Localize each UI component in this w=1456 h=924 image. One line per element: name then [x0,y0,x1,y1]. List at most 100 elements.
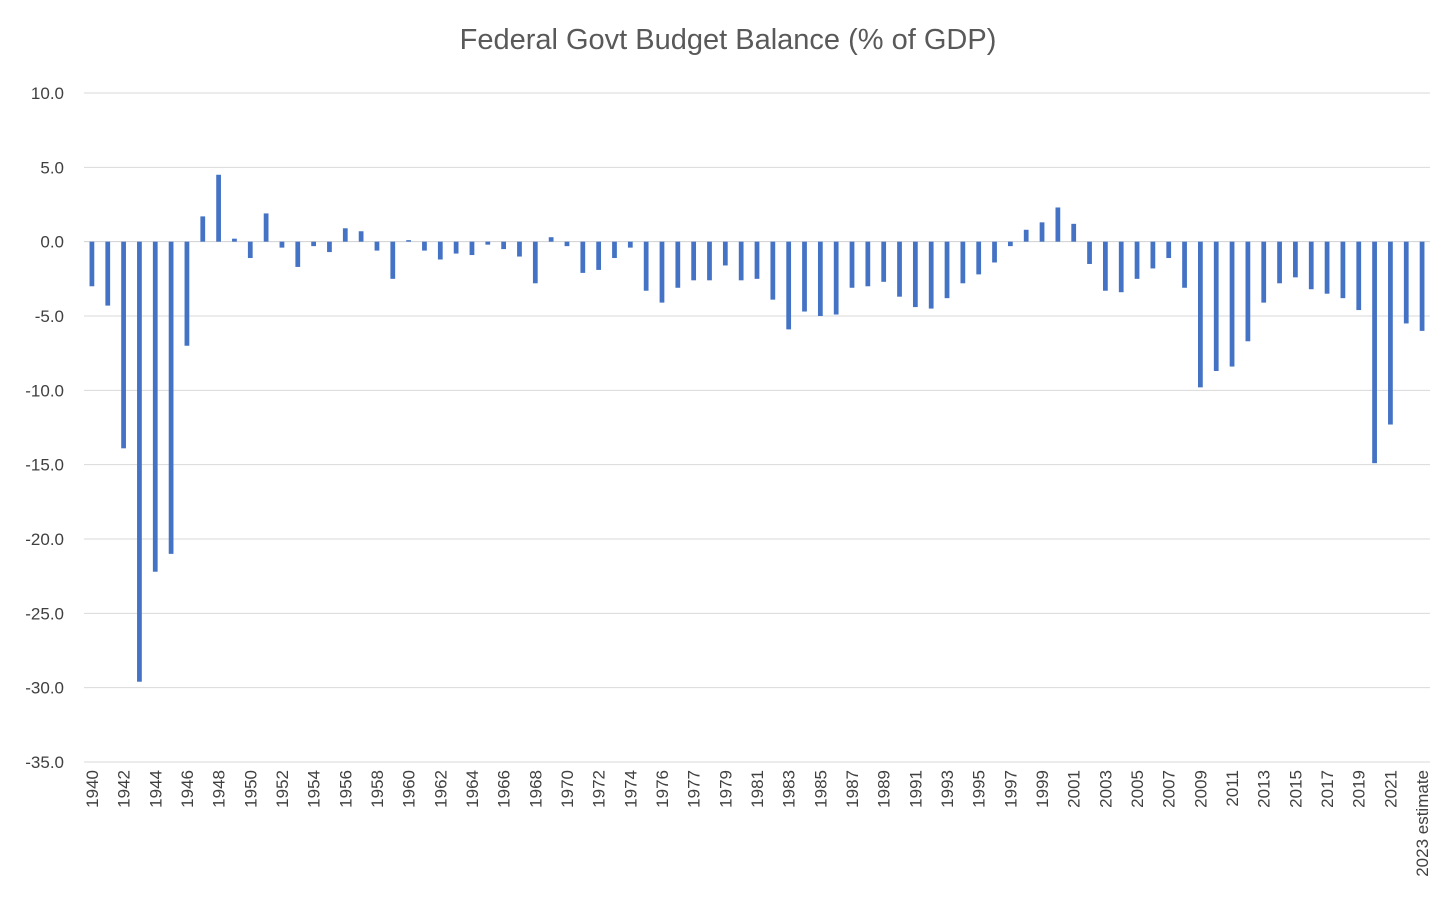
bar [596,241,602,270]
x-tick-label: 2011 [1223,770,1242,807]
bar [928,241,934,309]
bar [1419,241,1425,331]
bar [960,241,966,284]
bar [1087,241,1092,264]
bar [1198,241,1203,388]
y-axis-tick-labels: 10.0 5.0 0.0 -5.0 -10.0 -15.0 -20.0 -25.0 -30.0 -… [25,84,64,772]
x-tick-label: 1954 [305,770,324,808]
bar [422,241,427,251]
bar [1023,229,1029,242]
bar [327,241,332,253]
x-tick-label: 1989 [875,770,894,808]
bar [1356,241,1362,311]
bar [548,237,554,242]
x-tick-label: 1950 [241,770,260,808]
bar [279,241,285,248]
y-tick-label: -15.0 [25,456,64,475]
y-tick-label: 0.0 [40,233,64,252]
bar [1229,241,1235,367]
y-tick-label: -25.0 [25,604,64,623]
x-tick-label: 1995 [970,770,989,808]
bar [659,241,665,303]
x-tick-label: 2001 [1065,770,1084,808]
bar [754,241,760,279]
x-tick-label: 1960 [400,770,419,808]
bar [485,241,491,245]
bar [992,241,997,263]
bar [691,241,697,281]
bar [1118,241,1124,293]
bar [722,241,728,266]
bar [200,216,206,242]
x-tick-label: 1985 [811,770,830,808]
bar [358,231,364,242]
x-tick-label: 1983 [780,770,799,808]
bar [1277,241,1282,284]
bar [263,213,269,242]
bar [897,241,902,297]
y-tick-label: -5.0 [35,307,64,326]
bar [1213,241,1219,372]
x-tick-label: 1964 [463,770,482,808]
bar-series [89,174,1425,682]
bar [881,241,887,282]
bar [849,241,855,288]
x-tick-label: 1997 [1001,770,1020,808]
x-tick-label: 2021 [1381,770,1400,808]
bar [247,241,253,259]
bar [342,228,348,242]
bar [1388,241,1393,425]
bar [786,241,792,330]
bar [564,241,570,247]
bar [833,241,839,315]
bar [802,241,807,312]
x-tick-label: 1993 [938,770,957,808]
bar [1324,241,1330,294]
x-tick-label: 1970 [558,770,577,808]
bar [532,241,538,284]
bar [643,241,649,291]
bar [311,241,316,247]
x-tick-label: 2019 [1350,770,1369,808]
bar [770,241,776,300]
bar [152,241,158,572]
y-tick-label: 10.0 [31,84,64,103]
y-tick-label: -20.0 [25,530,64,549]
bar [1039,222,1045,242]
bar [675,241,681,288]
chart-title: Federal Govt Budget Balance (% of GDP) [459,24,997,56]
bar [627,241,633,248]
bar [817,241,823,316]
x-tick-label: 1944 [146,770,165,808]
x-tick-label: 1946 [178,770,197,808]
bar [1103,241,1108,291]
bar [1166,241,1172,259]
bar [1150,241,1156,269]
bar [406,240,411,242]
bar [374,241,380,251]
x-tick-label: 2017 [1318,770,1337,808]
x-tick-label: 2009 [1191,770,1210,808]
bar [1293,241,1298,278]
bar [976,241,982,275]
bar [707,241,712,281]
x-tick-label: 1976 [653,770,672,808]
x-tick-label: 1966 [495,770,514,808]
bar [580,241,586,273]
bar [295,241,301,267]
x-tick-label: 2005 [1128,770,1147,808]
x-tick-label: 1972 [590,770,609,808]
bar [1134,241,1140,279]
bar [105,241,111,306]
bar [1182,241,1187,288]
x-tick-label: 2013 [1255,770,1274,808]
bar [738,241,744,281]
y-tick-label: 5.0 [40,158,64,177]
x-tick-label: 2007 [1160,770,1179,808]
bar [184,241,190,346]
x-tick-label: 1987 [843,770,862,808]
x-tick-label: 1979 [716,770,735,808]
y-tick-label: -35.0 [25,753,64,772]
bar [1340,241,1346,299]
bar [453,241,459,254]
